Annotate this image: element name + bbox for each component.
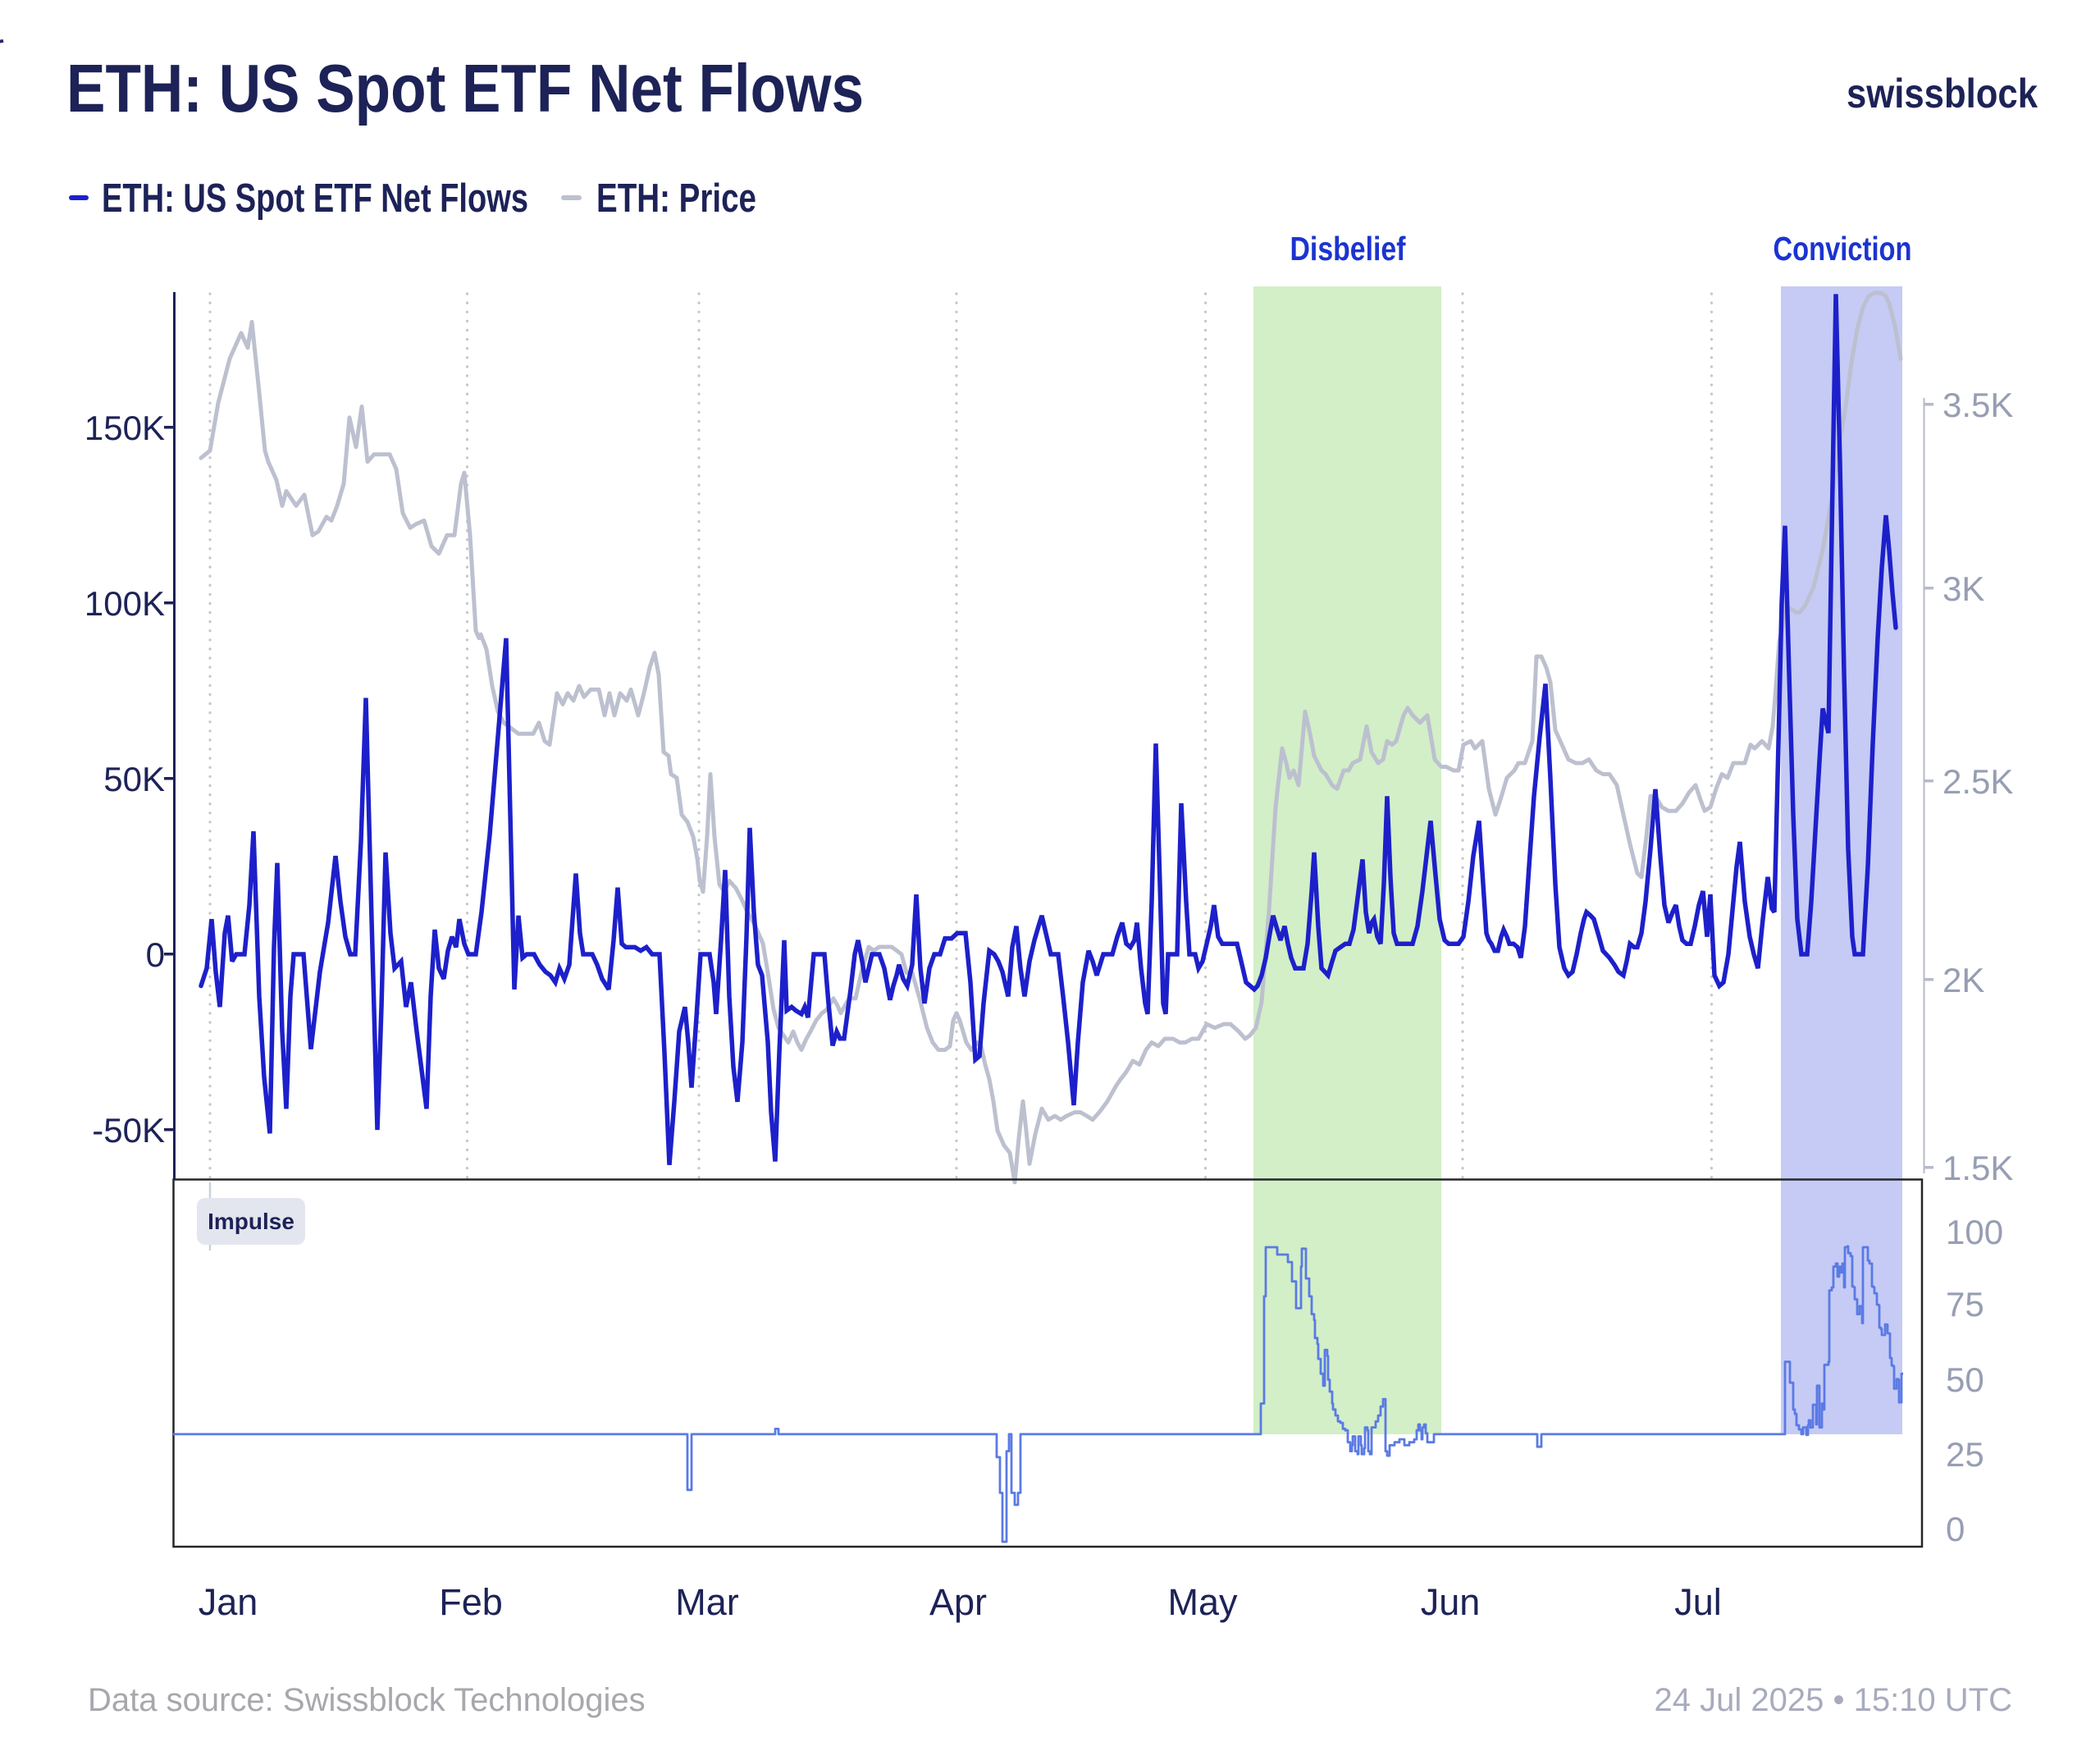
svg-text:May: May: [1167, 1581, 1238, 1623]
svg-text:50K: 50K: [103, 760, 165, 798]
svg-text:Jan: Jan: [199, 1581, 258, 1623]
svg-text:-50K: -50K: [92, 1111, 165, 1150]
svg-text:0: 0: [1946, 1510, 1965, 1548]
svg-text:Apr: Apr: [929, 1581, 987, 1623]
svg-text:24 Jul 2025 • 15:10 UTC: 24 Jul 2025 • 15:10 UTC: [1655, 1682, 2012, 1718]
svg-text:1.5K: 1.5K: [1942, 1149, 2013, 1187]
svg-text:ETH: Price: ETH: Price: [596, 176, 756, 221]
svg-text:Feb: Feb: [439, 1581, 503, 1623]
svg-text:ETH: US Spot ETF Net Flows: ETH: US Spot ETF Net Flows: [66, 50, 864, 126]
svg-text:ETH: US Spot ETF Net Flows: ETH: US Spot ETF Net Flows: [102, 176, 528, 221]
svg-text:3.5K: 3.5K: [1942, 386, 2013, 424]
svg-text:Conviction: Conviction: [1774, 230, 1912, 267]
svg-text:Data source: Swissblock Techno: Data source: Swissblock Technologies: [88, 1682, 646, 1718]
svg-text:Disbelief: Disbelief: [1290, 230, 1406, 267]
svg-text:3K: 3K: [1942, 569, 1984, 608]
svg-text:2K: 2K: [1942, 961, 1984, 999]
svg-text:Impulse: Impulse: [208, 1209, 294, 1234]
svg-text:75: 75: [1946, 1285, 1984, 1324]
svg-text:25: 25: [1946, 1435, 1984, 1474]
svg-text:100: 100: [1946, 1213, 2003, 1251]
svg-text:swissblock: swissblock: [1847, 71, 2038, 117]
svg-text:0: 0: [146, 935, 165, 974]
svg-text:50: 50: [1946, 1360, 1984, 1399]
svg-text:150K: 150K: [84, 409, 165, 447]
svg-text:2.5K: 2.5K: [1942, 762, 2013, 801]
svg-text:Mar: Mar: [675, 1581, 739, 1623]
svg-text:Jul: Jul: [1674, 1581, 1722, 1623]
svg-text:100K: 100K: [84, 584, 165, 623]
svg-text:Jun: Jun: [1421, 1581, 1481, 1623]
